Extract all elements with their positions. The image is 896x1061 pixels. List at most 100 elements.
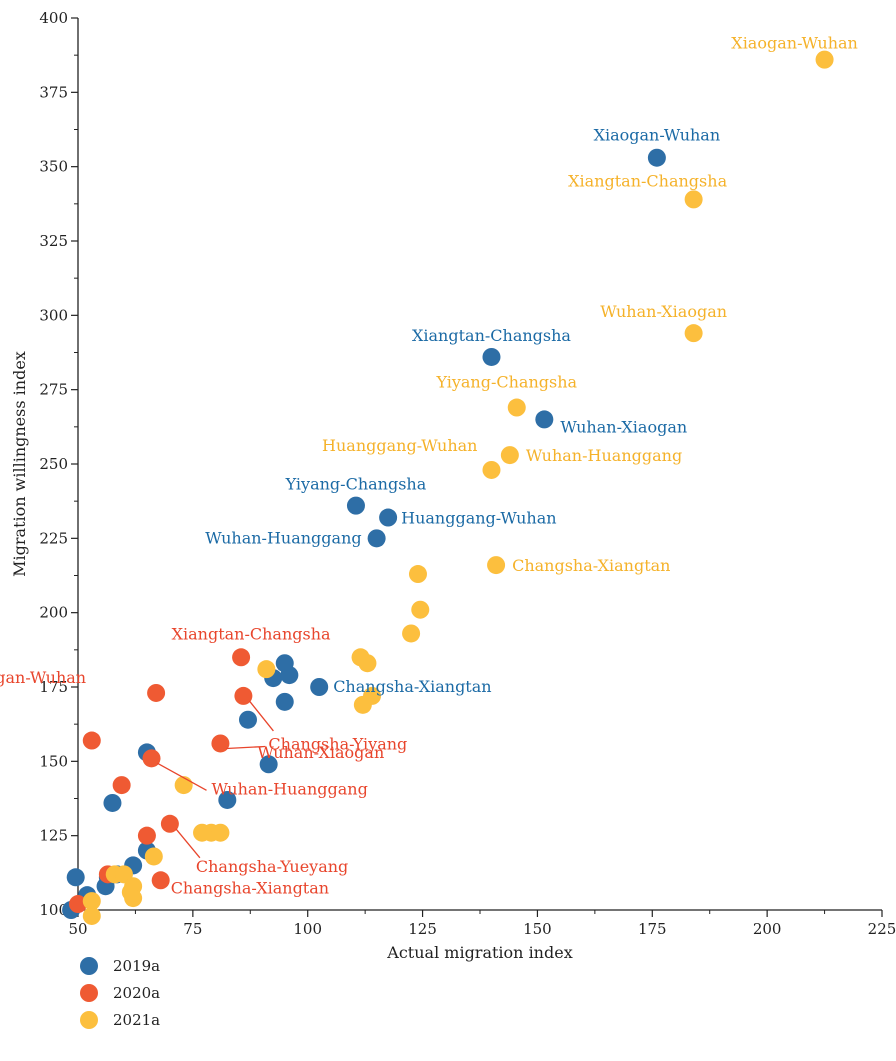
legend-label: 2021a <box>113 1011 160 1029</box>
legend-label: 2019a <box>113 957 160 975</box>
point-label: Wuhan-Xiaogan <box>257 743 384 762</box>
point-label: Wuhan-Xiaogan <box>560 417 687 436</box>
data-point-2020a <box>112 776 131 795</box>
data-point-2021a <box>507 398 526 417</box>
y-tick-label: 325 <box>39 232 68 250</box>
data-point-2021a <box>82 892 101 911</box>
point-label: Wuhan-Huanggang <box>526 446 682 465</box>
data-point-2021a <box>482 460 501 479</box>
x-tick-label: 150 <box>523 920 552 938</box>
data-point-2019a <box>346 496 365 515</box>
data-point-2021a <box>358 654 377 673</box>
y-tick-label: 375 <box>39 83 68 101</box>
y-tick-label: 100 <box>39 901 68 919</box>
leader-line <box>157 762 207 791</box>
point-label: Changsha-Xiangtan <box>512 556 670 575</box>
data-point-2021a <box>684 190 703 209</box>
data-point-2021a <box>144 847 163 866</box>
point-label: Yiyang-Changsha <box>435 373 577 392</box>
data-point-2019a <box>280 666 299 685</box>
point-label: Huanggang-Wuhan <box>322 436 477 455</box>
y-tick-label: 250 <box>39 455 68 473</box>
data-point-2020a <box>160 814 179 833</box>
point-label: Xiaogan-Wuhan <box>0 668 86 687</box>
point-label: Wuhan-Xiaogan <box>600 302 727 321</box>
data-point-2019a <box>238 710 257 729</box>
point-label: Xiangtan-Changsha <box>172 624 331 643</box>
data-point-2020a <box>69 895 87 914</box>
x-tick-label: 125 <box>408 920 437 938</box>
data-point-2021a <box>174 776 193 795</box>
data-point-2019a <box>482 347 501 366</box>
x-tick-label: 75 <box>183 920 202 938</box>
point-label: Changsha-Xiangtan <box>171 878 329 897</box>
y-tick-label: 125 <box>39 827 68 845</box>
data-point-2021a <box>684 324 703 343</box>
point-label: Xiaogan-Wuhan <box>594 126 721 145</box>
data-point-2019a <box>275 692 294 711</box>
y-tick-label: 400 <box>39 9 68 27</box>
point-label: Wuhan-Huanggang <box>205 528 361 547</box>
data-point-2021a <box>124 889 143 908</box>
data-point-2021a <box>402 624 421 643</box>
point-label: Changsha-Yiyang <box>268 734 407 753</box>
x-axis-title: Actual migration index <box>386 943 572 962</box>
legend-marker-2021a <box>80 1011 98 1029</box>
y-tick-label: 200 <box>39 604 68 622</box>
data-point-2019a <box>367 529 386 548</box>
data-point-2019a <box>647 148 666 167</box>
x-tick-label: 200 <box>753 920 782 938</box>
data-point-2021a <box>408 565 427 584</box>
data-point-2019a <box>218 790 237 809</box>
point-label: Wuhan-Huanggang <box>212 779 368 798</box>
point-label: Huanggang-Wuhan <box>401 509 556 528</box>
data-point-2020a <box>137 826 156 845</box>
y-tick-label: 175 <box>39 678 68 696</box>
x-tick-label: 225 <box>868 920 896 938</box>
x-tick-label: 175 <box>638 920 667 938</box>
data-point-2021a <box>487 556 506 575</box>
point-label: Changsha-Yueyang <box>196 857 348 876</box>
y-tick-label: 150 <box>39 752 68 770</box>
leader-line <box>175 828 201 859</box>
data-point-2021a <box>411 600 430 619</box>
legend-marker-2020a <box>80 984 98 1002</box>
data-point-2021a <box>257 660 276 679</box>
y-tick-label: 225 <box>39 529 68 547</box>
point-label: Changsha-Xiangtan <box>333 677 491 696</box>
legend-marker-2019a <box>80 957 98 975</box>
data-point-2020a <box>211 734 230 753</box>
data-point-2019a <box>66 868 85 887</box>
point-label: Xiangtan-Changsha <box>568 171 727 190</box>
data-point-2019a <box>259 755 278 774</box>
data-point-2020a <box>82 731 101 750</box>
data-point-2020a <box>232 648 251 667</box>
leader-line <box>248 700 274 732</box>
data-point-2019a <box>535 410 554 429</box>
data-point-2021a <box>500 446 519 465</box>
data-point-2019a <box>103 793 122 812</box>
data-point-2020a <box>142 749 161 768</box>
data-point-2020a <box>147 683 166 702</box>
data-point-2021a <box>815 50 834 69</box>
data-point-2020a <box>234 686 253 705</box>
data-point-2021a <box>82 906 101 925</box>
y-tick-label: 350 <box>39 158 68 176</box>
y-tick-label: 275 <box>39 381 68 399</box>
data-point-2019a <box>379 508 398 527</box>
point-label: Yiyang-Changsha <box>285 475 427 494</box>
point-label: Xiaogan-Wuhan <box>731 34 858 53</box>
data-point-2020a <box>151 871 170 890</box>
x-tick-label: 100 <box>293 920 322 938</box>
data-point-2019a <box>310 678 329 696</box>
legend-label: 2020a <box>113 984 160 1002</box>
x-tick-label: 50 <box>68 920 87 938</box>
leader-line <box>226 745 266 750</box>
data-point-2021a <box>363 686 382 705</box>
point-label: Xiangtan-Changsha <box>412 326 571 345</box>
y-tick-label: 300 <box>39 306 68 324</box>
y-axis-title: Migration willingness index <box>10 351 29 577</box>
data-point-2021a <box>211 823 230 842</box>
